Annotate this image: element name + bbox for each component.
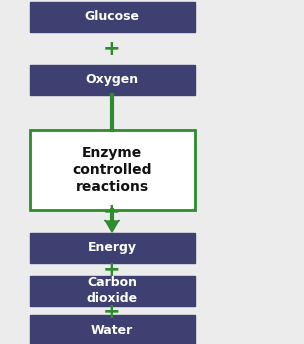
Bar <box>29 276 195 306</box>
Bar <box>29 233 195 263</box>
Text: Carbon
dioxide: Carbon dioxide <box>86 277 138 305</box>
Text: Oxygen: Oxygen <box>85 74 139 86</box>
Text: Glucose: Glucose <box>85 11 140 23</box>
Text: Energy: Energy <box>88 241 136 255</box>
Text: +: + <box>103 260 121 280</box>
FancyArrow shape <box>105 220 119 232</box>
Bar <box>29 65 195 95</box>
Bar <box>29 130 195 210</box>
Text: Water: Water <box>91 323 133 336</box>
Text: +: + <box>103 302 121 322</box>
Text: +: + <box>103 39 121 59</box>
Text: +: + <box>103 202 121 222</box>
Bar <box>29 315 195 344</box>
Bar <box>29 2 195 32</box>
Text: Enzyme
controlled
reactions: Enzyme controlled reactions <box>72 146 152 194</box>
